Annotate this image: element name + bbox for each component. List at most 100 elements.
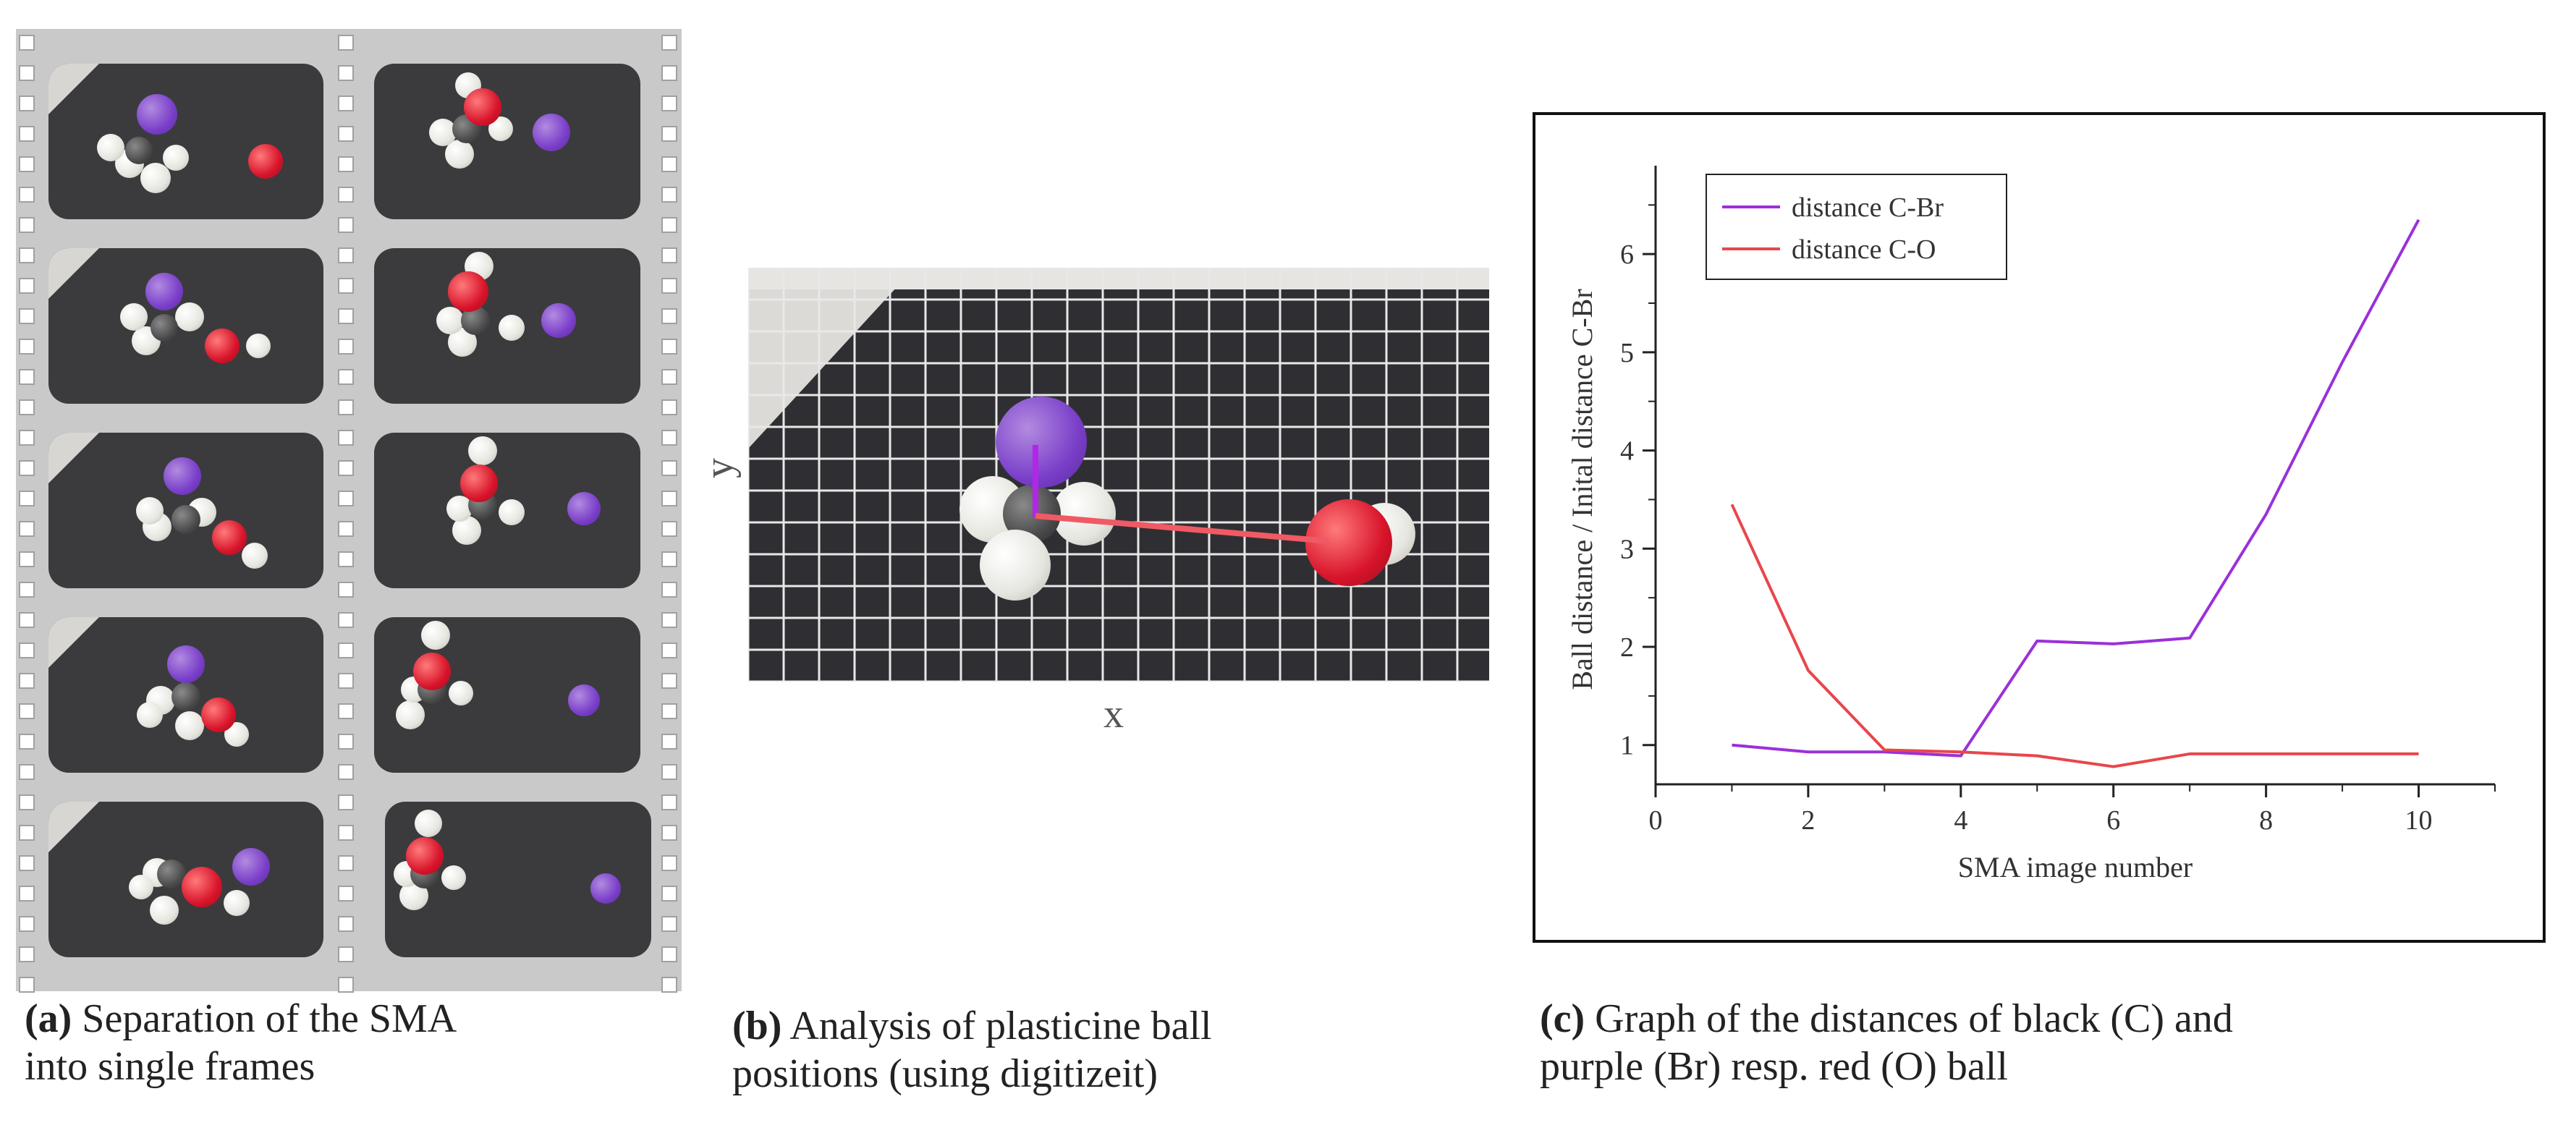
white-ball: [445, 140, 474, 169]
film-perforation: [19, 794, 35, 810]
film-perforation: [338, 764, 354, 780]
oxygen-ball: [460, 465, 498, 502]
x-axis-label: SMA image number: [1958, 851, 2192, 883]
legend-label: distance C-Br: [1792, 192, 1944, 223]
bromine-ball: [590, 873, 621, 904]
y-tick-label: 5: [1620, 338, 1634, 368]
oxygen-ball: [464, 88, 501, 126]
caption-c-line1: Graph of the distances of black (C) and: [1585, 996, 2233, 1041]
film-perforation: [661, 156, 677, 172]
film-perforation: [19, 886, 35, 902]
film-perforation: [338, 825, 354, 841]
film-strip: [16, 29, 682, 993]
film-perforation: [338, 855, 354, 871]
carbon-ball: [171, 505, 200, 534]
white-ball: [175, 302, 204, 331]
white-ball: [468, 436, 497, 465]
white-ball: [137, 702, 163, 728]
film-perforation: [338, 35, 354, 51]
white-ball: [97, 134, 124, 161]
film-perforation: [661, 794, 677, 810]
frame-background-wedge: [48, 248, 99, 299]
caption-b-line2: positions (using digitizeit): [732, 1051, 1158, 1096]
carbon-ball: [157, 860, 186, 889]
film-perforation: [338, 156, 354, 172]
film-perforation: [19, 855, 35, 871]
bromine-ball: [533, 114, 570, 151]
video-frame: [374, 64, 640, 219]
film-perforation: [661, 96, 677, 111]
bromine-ball: [232, 848, 270, 886]
video-frame: [48, 433, 323, 588]
film-perforation: [19, 946, 35, 962]
film-perforation: [19, 430, 35, 446]
film-perforation: [661, 855, 677, 871]
frame-background-wedge: [48, 64, 99, 114]
film-perforation: [19, 612, 35, 628]
white-ball: [499, 315, 525, 341]
video-frame: [374, 248, 640, 404]
series-line-c-o: [1730, 504, 2419, 768]
film-perforation: [661, 369, 677, 385]
film-perforation: [19, 247, 35, 263]
bromine-ball: [568, 684, 600, 716]
film-perforation: [19, 369, 35, 385]
white-ball: [436, 307, 464, 334]
film-perforation: [338, 278, 354, 294]
film-perforation: [338, 339, 354, 355]
film-perforation: [661, 764, 677, 780]
film-perforation: [19, 521, 35, 537]
c-o-marker: [1035, 513, 1330, 544]
film-perforation: [661, 703, 677, 719]
film-perforation: [661, 734, 677, 750]
oxygen-ball: [406, 837, 444, 875]
y-tick-label: 3: [1620, 534, 1634, 564]
film-perforation: [661, 217, 677, 233]
video-frame: [374, 617, 640, 773]
film-perforation: [19, 217, 35, 233]
film-perforation: [338, 96, 354, 111]
caption-b: (b) Analysis of plasticine ball position…: [732, 1002, 1212, 1098]
bromine-ball: [137, 94, 177, 135]
film-perforation: [19, 491, 35, 506]
film-perforation: [19, 643, 35, 658]
caption-b-line1: Analysis of plasticine ball: [781, 1004, 1212, 1048]
white-ball: [441, 865, 466, 890]
caption-a: (a) Separation of the SMA into single fr…: [25, 995, 457, 1090]
carbon-ball: [125, 137, 153, 164]
x-tick-label: 8: [2259, 805, 2273, 836]
film-perforation: [338, 977, 354, 993]
white-ball: [449, 681, 473, 705]
film-perforation: [338, 187, 354, 203]
y-tick-label: 2: [1620, 632, 1634, 663]
white-ball: [136, 497, 164, 525]
caption-c-label: (c): [1540, 996, 1585, 1041]
bromine-ball: [567, 492, 601, 525]
bromine-ball: [541, 303, 576, 338]
film-perforation: [661, 643, 677, 658]
white-ball: [175, 711, 204, 740]
film-perforation: [661, 886, 677, 902]
video-frame: [48, 64, 323, 219]
film-perforation: [19, 187, 35, 203]
x-tick-label: 4: [1954, 805, 1967, 836]
film-perforation: [338, 247, 354, 263]
film-perforation: [661, 278, 677, 294]
film-perforation: [338, 734, 354, 750]
film-perforation: [338, 946, 354, 962]
film-perforation: [338, 521, 354, 537]
film-perforation: [338, 673, 354, 689]
film-perforation: [661, 35, 677, 51]
video-frame: [48, 802, 323, 957]
film-perforation: [661, 460, 677, 476]
photo-x-axis-label: x: [1103, 692, 1124, 737]
film-perforation: [661, 430, 677, 446]
white-ball: [429, 119, 457, 146]
film-perforation: [338, 582, 354, 598]
white-ball: [396, 700, 425, 729]
x-tick-label: 0: [1649, 805, 1663, 836]
film-perforation: [338, 794, 354, 810]
film-perforation: [661, 247, 677, 263]
film-perforation: [19, 582, 35, 598]
film-perforation: [19, 460, 35, 476]
